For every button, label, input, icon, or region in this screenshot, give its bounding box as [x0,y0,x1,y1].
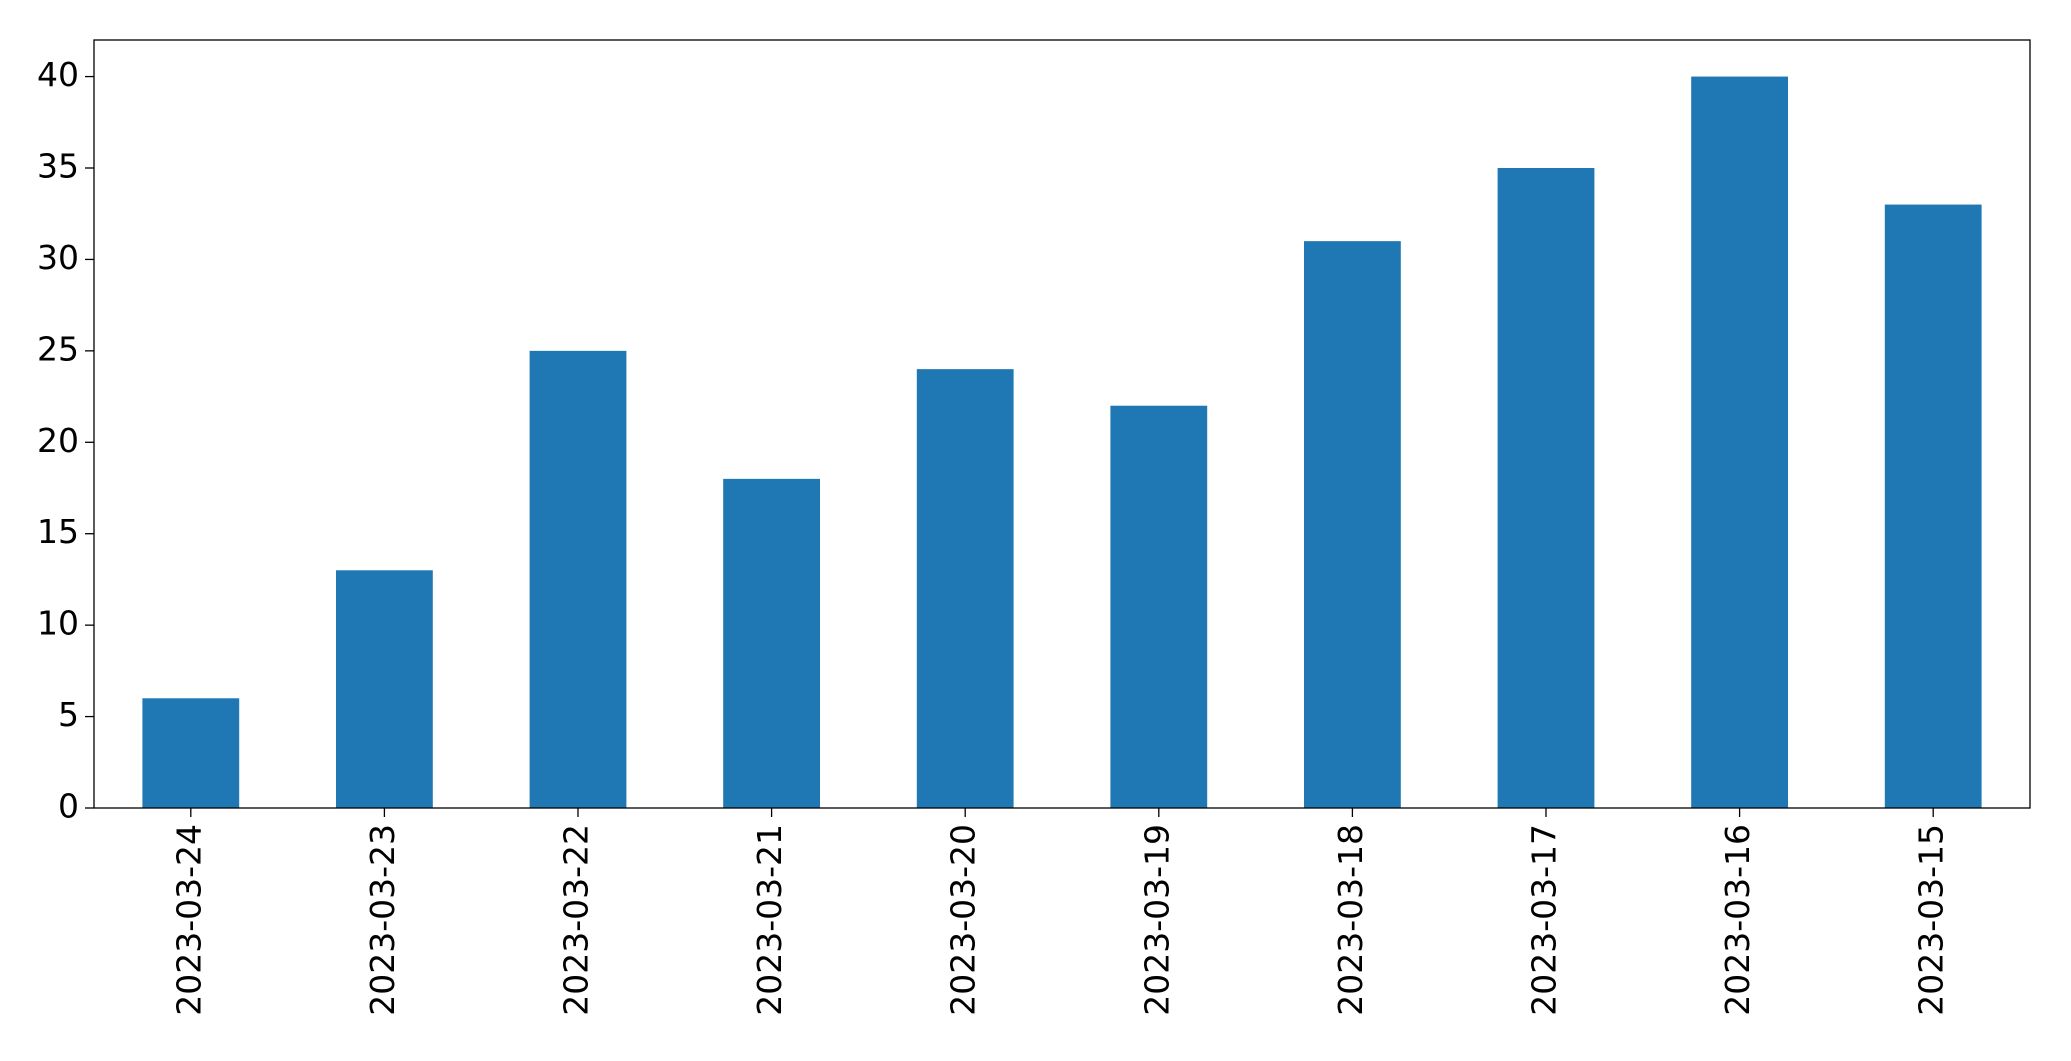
bar [1884,204,1982,809]
x-tick-label: 2023-03-17 [1525,824,1564,1016]
bar [723,478,820,808]
x-tick-label: 2023-03-15 [1912,824,1951,1016]
x-tick-label: 2023-03-16 [1718,824,1757,1016]
y-tick-label: 10 [37,604,79,643]
y-tick-label: 20 [37,421,79,460]
bar [142,698,240,808]
x-tick-label: 2023-03-18 [1331,824,1370,1016]
bar [529,350,627,808]
y-tick-label: 40 [37,55,79,94]
x-tick-label: 2023-03-23 [363,824,402,1016]
bar [916,369,1014,808]
x-tick-label: 2023-03-20 [944,824,983,1016]
bar [1304,241,1401,809]
plot-frame [93,39,2031,809]
x-tick-label: 2023-03-19 [1137,824,1176,1016]
bar [1110,405,1208,808]
y-tick-label: 25 [37,329,79,368]
bar [1691,76,1788,809]
x-tick-label: 2023-03-24 [169,824,208,1016]
bar [336,570,433,808]
y-tick-label: 30 [37,238,79,277]
x-tick-label: 2023-03-22 [557,824,596,1016]
y-tick-label: 15 [37,512,79,551]
y-tick-label: 0 [58,787,79,826]
y-tick-label: 5 [58,695,79,734]
y-tick-label: 35 [37,147,79,186]
bar [1497,168,1595,808]
x-tick-label: 2023-03-21 [750,824,789,1016]
